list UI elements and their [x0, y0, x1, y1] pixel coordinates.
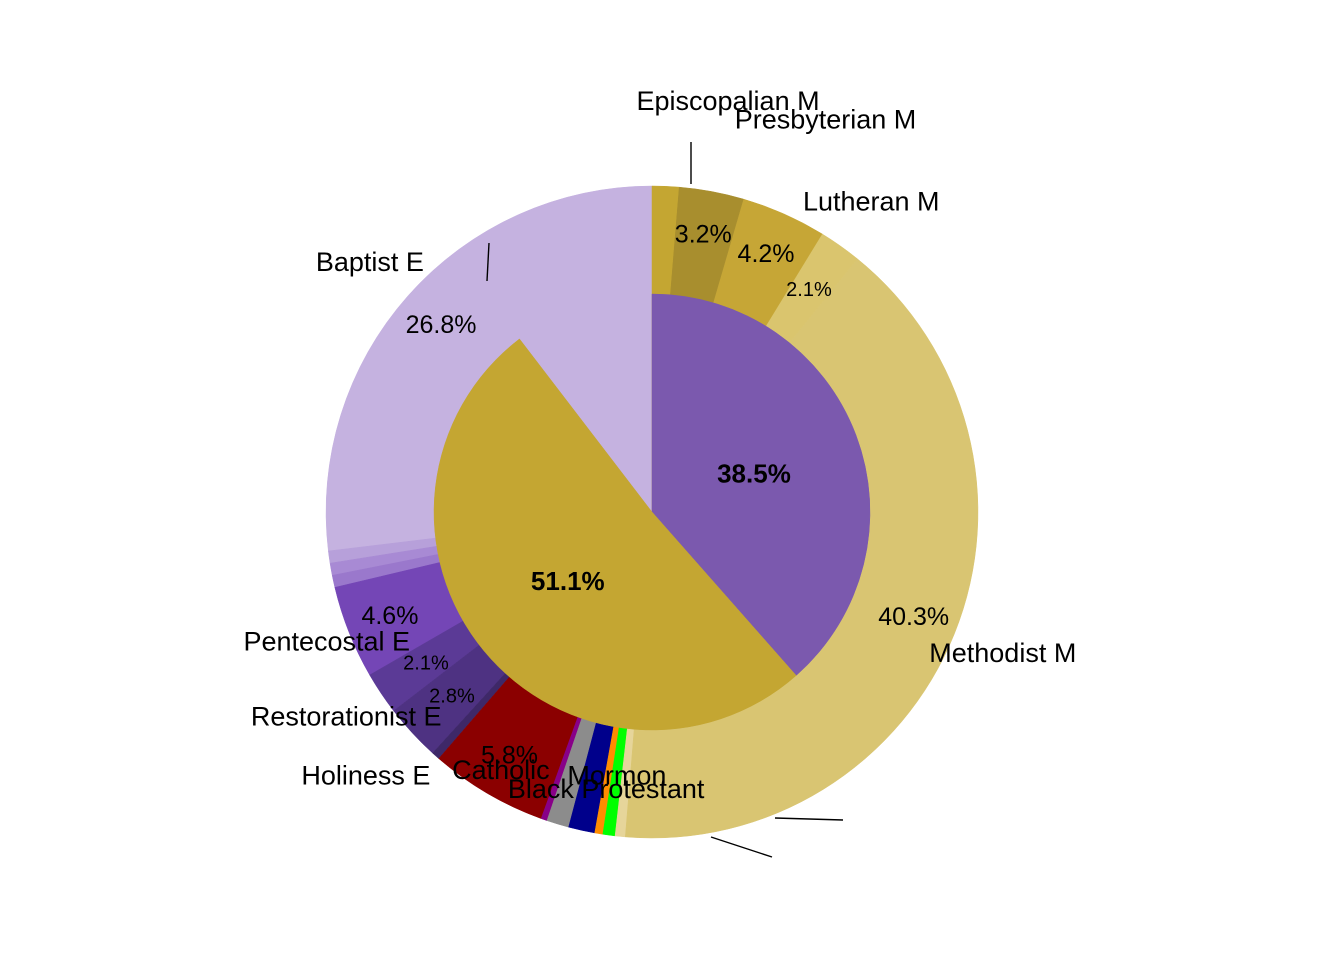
- name-label-baptist-e: Baptist E: [316, 247, 424, 277]
- pct-label-pentecostal-e: 4.6%: [361, 602, 418, 630]
- name-label-methodist-m: Methodist M: [929, 638, 1076, 668]
- name-label-black-protestant: Black Protestant: [508, 774, 705, 804]
- pct-label-restorationist-e: 2.1%: [403, 652, 449, 674]
- name-label-holiness-e: Holiness E: [301, 761, 430, 791]
- leader-lines: [486, 142, 844, 858]
- leader-line-black-protestant: [486, 242, 490, 282]
- slice-labels: 38.5% 51.1% 26.8% 4.6% 2.1% 2.8% 5.8% 40.3% 2.1%…: [243, 86, 1076, 804]
- name-label-presbyterian-m: Presbyterian M: [735, 105, 917, 135]
- pct-label-lutheran-m: 2.1%: [786, 279, 832, 301]
- name-label-episcopalian-m: Episcopalian M: [636, 86, 819, 116]
- inner-slice-mainline: [433, 338, 797, 731]
- name-label-pentecostal-e: Pentecostal E: [243, 626, 410, 656]
- inner-label-evangelical: 38.5%: [717, 458, 791, 488]
- pct-label-catholic: 5.8%: [481, 741, 538, 769]
- pct-label-methodist-m: 40.3%: [878, 603, 949, 631]
- inner-slice-evangelical: [651, 293, 871, 676]
- name-label-catholic: Catholic: [452, 755, 550, 785]
- leader-line-presbyterian-m: [774, 817, 844, 821]
- name-label-mormon: Mormon: [567, 761, 666, 791]
- pct-label-holiness-e: 2.8%: [429, 685, 475, 707]
- name-label-lutheran-m: Lutheran M: [803, 187, 940, 217]
- name-label-restorationist-e: Restorationist E: [251, 702, 442, 732]
- inner-ring: [433, 293, 871, 731]
- pct-label-presbyterian-m: 4.2%: [738, 240, 795, 268]
- pct-label-baptist-e: 26.8%: [406, 311, 477, 339]
- leader-line-lutheran-m: [710, 836, 773, 858]
- inner-label-mainline: 51.1%: [531, 566, 605, 596]
- pct-label-episcopalian-m: 3.2%: [675, 221, 732, 249]
